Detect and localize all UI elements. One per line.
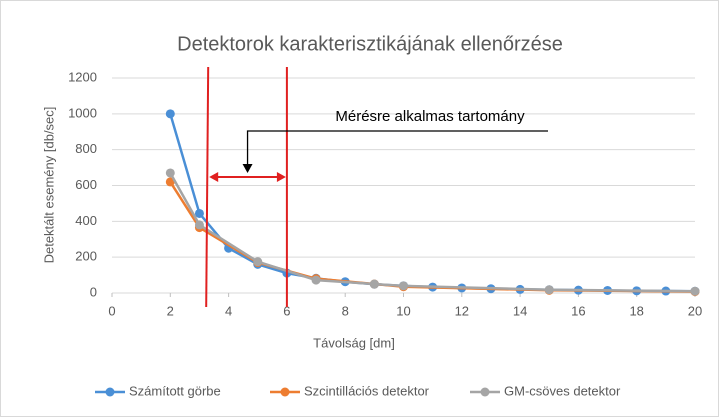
x-axis-title: Távolság [dm] (313, 335, 395, 350)
x-tick-label: 6 (283, 303, 290, 318)
point (194, 220, 204, 230)
x-tick-label: 14 (513, 303, 527, 318)
legend-label: GM-csöves detektor (504, 383, 621, 398)
x-tick-label: 0 (108, 303, 115, 318)
legend-label: Szcintillációs detektor (304, 383, 430, 398)
y-tick-label: 600 (75, 177, 97, 192)
point (253, 257, 263, 267)
y-tick-label: 1200 (68, 69, 97, 84)
legend-item: Számított görbe (95, 383, 221, 398)
point (194, 208, 204, 218)
point (311, 275, 321, 285)
y-axis-title: Detektált esemény [db/sec] (41, 107, 56, 264)
point (165, 109, 175, 119)
point (544, 285, 554, 295)
range-line (205, 66, 210, 308)
point (690, 286, 700, 296)
x-tick-label: 20 (688, 303, 702, 318)
arrow-head (209, 172, 219, 182)
y-tick-label: 0 (90, 284, 97, 299)
y-tick-label: 400 (75, 213, 97, 228)
point (399, 281, 408, 291)
callout-head (242, 164, 253, 173)
legend-marker (480, 387, 490, 397)
point (165, 168, 175, 178)
y-tick-label: 800 (75, 141, 97, 156)
y-tick-label: 1000 (68, 105, 97, 120)
legend-marker (105, 387, 115, 397)
callout (246, 130, 548, 169)
legend-marker (280, 387, 290, 397)
x-tick-label: 18 (629, 303, 643, 318)
x-tick-label: 10 (396, 303, 410, 318)
x-tick-label: 4 (225, 303, 232, 318)
x-tick-label: 2 (167, 303, 174, 318)
annotation-text: Mérésre alkalmas tartomány (335, 108, 525, 125)
point (369, 279, 379, 289)
series-line (169, 172, 696, 293)
x-tick-label: 12 (455, 303, 469, 318)
legend-item: GM-csöves detektor (470, 383, 621, 398)
legend-item: Szcintillációs detektor (270, 383, 430, 398)
x-tick-label: 8 (342, 303, 349, 318)
arrow-head (276, 172, 286, 182)
y-tick-label: 200 (75, 249, 97, 264)
x-tick-label: 16 (571, 303, 585, 318)
point (165, 177, 175, 187)
chart-title: Detektorok karakterisztikájának ellenőrz… (177, 33, 563, 55)
legend-label: Számított görbe (129, 383, 221, 398)
